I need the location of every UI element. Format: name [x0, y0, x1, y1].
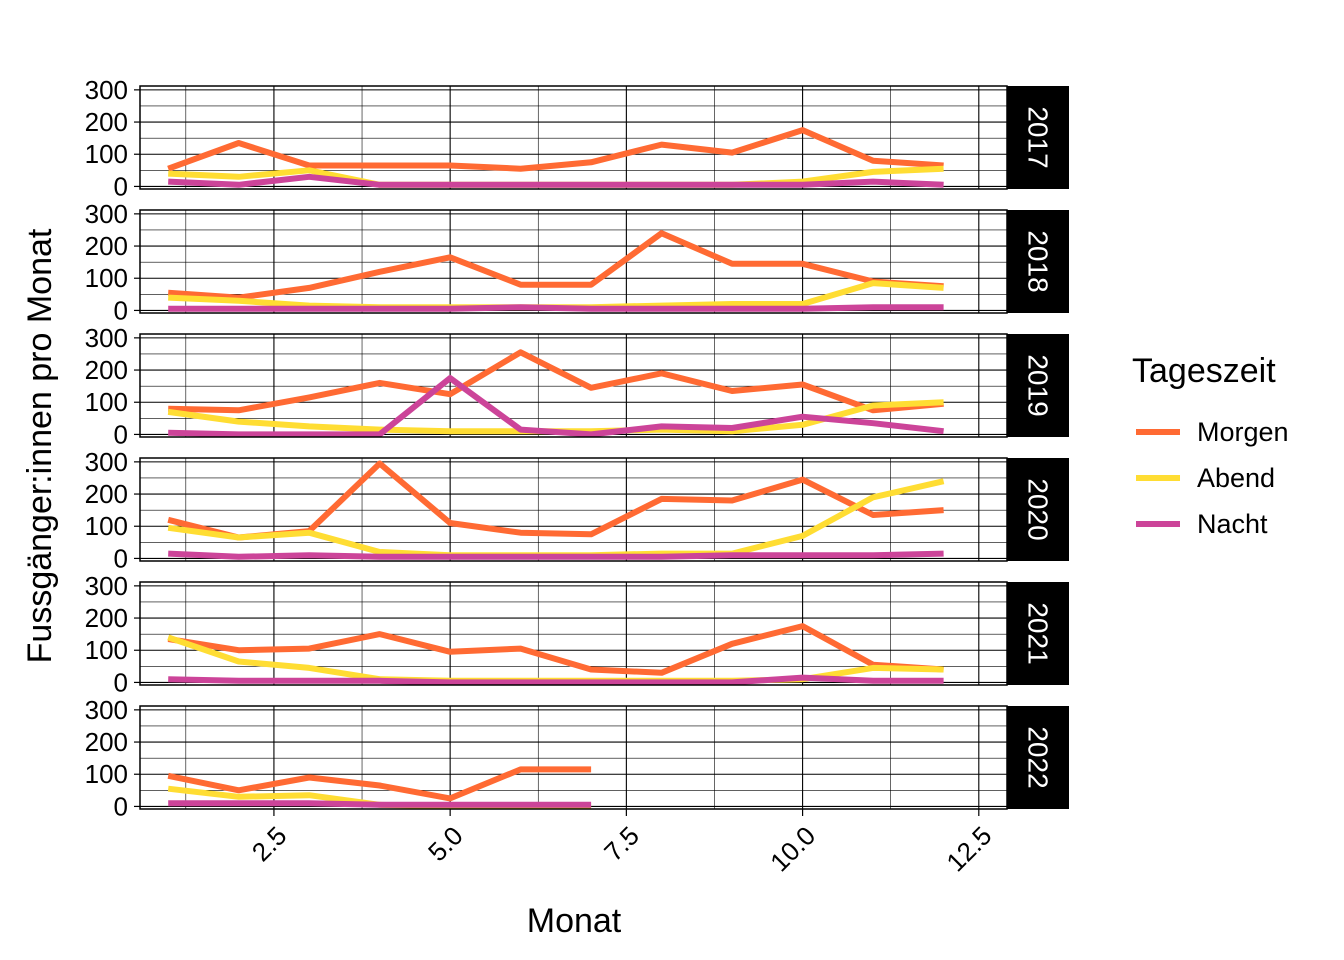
y-tick-label: 200 — [85, 727, 128, 757]
series-line-morgen — [168, 349, 944, 414]
y-tick-label: 100 — [85, 387, 128, 417]
y-tick-label: 300 — [85, 571, 128, 601]
y-tick-label: 100 — [85, 139, 128, 169]
facet-strip — [1007, 582, 1069, 685]
y-tick-label: 100 — [85, 263, 128, 293]
y-tick-label: 300 — [85, 695, 128, 725]
y-axis-title: Fussgänger:innen pro Monat — [21, 228, 59, 663]
y-tick-label: 200 — [85, 603, 128, 633]
series-line-morgen — [167, 127, 944, 172]
x-tick-label: 5.0 — [422, 820, 469, 867]
y-tick-label: 100 — [85, 511, 128, 541]
series-line-nacht — [168, 800, 592, 808]
facet-strip — [1007, 210, 1069, 313]
y-tick-label: 300 — [85, 323, 128, 353]
panel-background — [140, 706, 1007, 809]
facet-panels: 2017010020030020180100200300201901002003… — [85, 75, 1069, 821]
grid-lines — [140, 86, 1007, 189]
facet-strip — [1007, 458, 1069, 561]
series-line-morgen — [167, 766, 592, 802]
facet-strip-label: 2020 — [1023, 478, 1054, 540]
x-tick-label: 2.5 — [246, 820, 293, 867]
facet-strip — [1007, 86, 1069, 189]
legend-label-morgen: Morgen — [1197, 417, 1289, 447]
facet-strip — [1007, 706, 1069, 809]
x-tick-label: 7.5 — [598, 820, 645, 867]
series-line-nacht — [168, 173, 944, 188]
y-tick-label: 200 — [85, 479, 128, 509]
legend-title: Tageszeit — [1132, 352, 1276, 390]
y-tick-label: 0 — [114, 791, 128, 821]
series-line-nacht — [168, 304, 944, 312]
y-tick-label: 0 — [114, 419, 128, 449]
x-axis: 2.5 5.0 7.5 10.0 12.5 — [246, 809, 997, 877]
y-tick-label: 200 — [85, 355, 128, 385]
legend: Tageszeit Morgen Abend Nacht — [1132, 352, 1289, 539]
grid-lines — [140, 706, 1007, 809]
facet-strip-label: 2019 — [1023, 354, 1054, 416]
facet-strip — [1007, 334, 1069, 437]
facet-strip-label: 2021 — [1023, 602, 1054, 664]
y-tick-label: 200 — [85, 231, 128, 261]
legend-label-abend: Abend — [1197, 463, 1275, 493]
panel-background — [140, 458, 1007, 561]
series-line-morgen — [167, 230, 944, 301]
y-tick-label: 300 — [85, 199, 128, 229]
series-line-nacht — [168, 375, 944, 438]
x-tick-label: 10.0 — [764, 820, 821, 877]
series-line-nacht — [168, 674, 944, 686]
facet-strip-label: 2017 — [1023, 106, 1054, 168]
x-axis-title: Monat — [527, 902, 622, 940]
series-line-nacht — [168, 550, 944, 560]
facet-strip-label: 2018 — [1023, 230, 1054, 292]
y-tick-label: 0 — [114, 667, 128, 697]
legend-label-nacht: Nacht — [1197, 509, 1268, 539]
y-tick-label: 300 — [85, 447, 128, 477]
y-tick-label: 200 — [85, 107, 128, 137]
facet-strip-label: 2022 — [1023, 726, 1054, 788]
y-tick-label: 100 — [85, 759, 128, 789]
y-tick-label: 300 — [85, 75, 128, 105]
series-line-morgen — [167, 623, 944, 676]
y-tick-label: 100 — [85, 635, 128, 665]
x-tick-label: 12.5 — [940, 820, 997, 877]
y-tick-label: 0 — [114, 295, 128, 325]
panel-background — [140, 210, 1007, 313]
y-tick-label: 0 — [114, 171, 128, 201]
y-tick-label: 0 — [114, 543, 128, 573]
